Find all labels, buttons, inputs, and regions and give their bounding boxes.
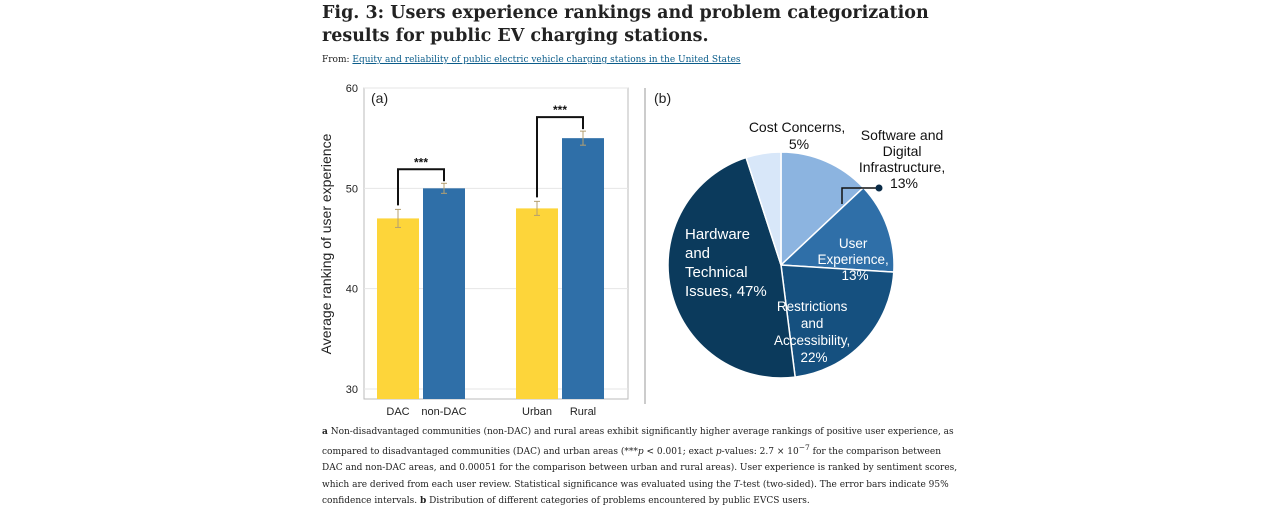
significance-brackets: *** *** [397, 103, 584, 206]
pie-label-software: Software and Digital Infrastructure, 13% [859, 127, 949, 191]
pie-slice-4 [745, 151, 782, 266]
bar-urban [516, 208, 558, 399]
bar-dac [377, 218, 419, 399]
pie-label-hardware: Hardware and Technical Issues, 47% [685, 226, 767, 300]
panel-label-b: (b) [654, 90, 671, 106]
pie-chart-panel: (b) Cost Concerns, 5% Software and Digit… [654, 90, 949, 379]
significance-bracket [536, 116, 584, 198]
significance-label: *** [553, 103, 567, 117]
error-bar-rural [580, 130, 586, 146]
bar-y-axis-label: Average ranking of user experience [318, 133, 334, 354]
y-tick-label: 40 [346, 284, 358, 296]
pie-slice-2 [780, 264, 895, 378]
y-tick-label: 50 [346, 183, 358, 195]
y-tick-label: 60 [346, 83, 358, 95]
figure-panels: 30 40 50 60 DAC non-DAC Urban Rural *** *** (a)… [318, 83, 949, 418]
source-line: From: Equity and reliability of public e… [322, 55, 741, 65]
software-leader-dot [875, 184, 883, 192]
significance-bracket [397, 168, 445, 206]
x-tick-label: Urban [522, 406, 552, 418]
bar-chart-panel: 30 40 50 60 DAC non-DAC Urban Rural *** *** (a)… [318, 83, 629, 418]
panel-label-a: (a) [371, 90, 388, 106]
software-leader-line [841, 187, 879, 204]
bar-error-bars [395, 130, 586, 228]
error-bar-urban [534, 200, 540, 216]
pie-slice-1 [779, 186, 895, 273]
bar-y-axis-ticks: 30 40 50 60 [346, 83, 358, 396]
pie-label-user-experience: User Experience, 13% [817, 236, 892, 283]
pie-label-restrictions: Restrictions and Accessibility, 22% [774, 299, 854, 365]
figure-caption: a Non-disadvantaged communities (non-DAC… [322, 427, 958, 506]
bar-x-axis-labels: DAC non-DAC Urban Rural [386, 406, 596, 418]
bar-rural [562, 138, 604, 399]
bar-non-dac [423, 188, 465, 399]
y-tick-label: 30 [346, 384, 358, 396]
pie-label-cost: Cost Concerns, 5% [749, 119, 849, 152]
from-label: From: [322, 55, 350, 65]
error-bar-non-dac [441, 182, 447, 194]
error-bar-dac [395, 208, 401, 228]
pie-slices [667, 151, 895, 379]
x-tick-label: Rural [570, 406, 596, 418]
pie-slice-0 [780, 151, 865, 267]
bar-marks [377, 138, 604, 399]
source-article-link[interactable]: Equity and reliability of public electri… [352, 55, 741, 65]
significance-label: *** [414, 155, 428, 169]
x-tick-label: DAC [386, 406, 409, 418]
x-tick-label: non-DAC [421, 406, 466, 418]
figure-title: Fig. 3: Users experience rankings and pr… [322, 3, 929, 46]
